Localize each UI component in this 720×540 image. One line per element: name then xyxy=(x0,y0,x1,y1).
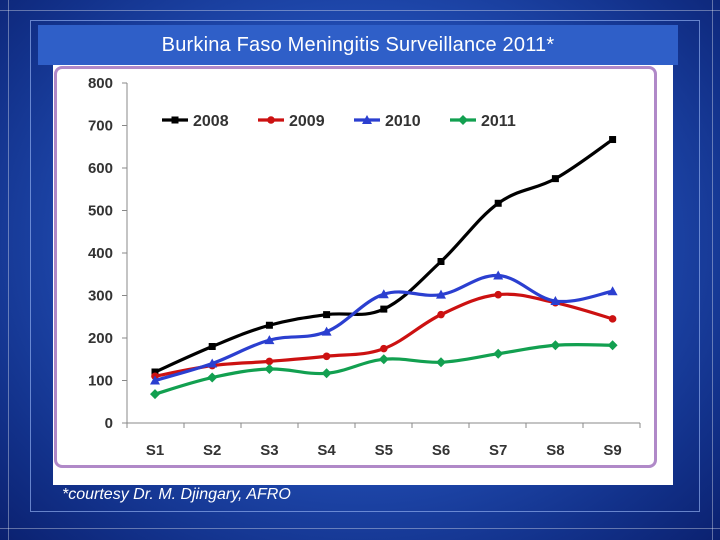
series-2009-point xyxy=(437,310,445,319)
series-2011-point xyxy=(264,364,275,375)
series-2008-point xyxy=(151,368,159,376)
series-2008-point xyxy=(265,321,273,329)
series-2010-point xyxy=(321,326,332,336)
y-tick-label: 300 xyxy=(88,288,113,305)
chart-frame xyxy=(54,66,657,468)
y-tick-label: 100 xyxy=(88,373,113,390)
series-2011-point xyxy=(436,357,446,368)
series-2011-point xyxy=(207,372,218,383)
x-tick-label: S7 xyxy=(489,442,507,459)
series-2010-point xyxy=(550,296,561,306)
series-2011-point xyxy=(150,389,160,400)
series-2011-point xyxy=(378,354,389,365)
decorative-line-bottom xyxy=(0,528,720,529)
x-tick-label: S8 xyxy=(546,442,564,459)
footnote: *courtesy Dr. M. Djingary, AFRO xyxy=(62,486,291,503)
legend-2010-marker xyxy=(362,115,372,124)
decorative-line-top xyxy=(0,10,720,11)
series-2008-line xyxy=(153,137,615,374)
series-2009-point xyxy=(608,315,617,323)
y-tick-label: 500 xyxy=(88,203,113,220)
x-tick-label: S3 xyxy=(260,442,278,459)
series-2008-point xyxy=(551,175,559,183)
series-2010-point xyxy=(607,286,618,296)
x-tick-label: S1 xyxy=(146,442,164,459)
legend-2011-label: 2011 xyxy=(481,113,516,130)
series-2010-point xyxy=(207,358,218,368)
series-2010-point xyxy=(493,270,504,280)
x-tick-label: S9 xyxy=(603,442,621,459)
series-2009-point xyxy=(322,352,331,361)
y-tick-label: 0 xyxy=(105,415,113,432)
decorative-line-right xyxy=(712,0,713,540)
legend-2010-label: 2010 xyxy=(385,113,421,130)
series-2008-point xyxy=(609,136,617,144)
decorative-line-left xyxy=(8,0,9,540)
y-tick-label: 800 xyxy=(88,75,113,92)
series-2008-point xyxy=(380,305,388,313)
series-2009-point xyxy=(494,290,503,299)
legend-2008-marker xyxy=(171,116,179,124)
series-2009-point xyxy=(265,357,274,366)
x-tick-label: S4 xyxy=(317,442,336,459)
series-2008-point xyxy=(437,258,445,265)
series-2009-point xyxy=(380,344,388,353)
series-2011-point xyxy=(493,348,504,359)
y-tick-label: 600 xyxy=(88,160,113,177)
y-tick-label: 700 xyxy=(88,118,113,135)
y-tick-label: 200 xyxy=(88,330,113,347)
series-2008-point xyxy=(208,343,216,350)
series-2010-point xyxy=(150,375,160,385)
title-bar: Burkina Faso Meningitis Surveillance 201… xyxy=(38,25,678,65)
series-2010-point xyxy=(264,335,275,345)
y-tick-label: 400 xyxy=(88,245,113,262)
legend-2008-label: 2008 xyxy=(193,113,229,130)
legend-2011-marker xyxy=(458,115,468,125)
x-tick-label: S6 xyxy=(432,442,450,459)
series-2011-point xyxy=(607,340,618,351)
series-2008-point xyxy=(323,311,331,319)
legend-2009-label: 2009 xyxy=(289,113,325,130)
slide-panel xyxy=(30,20,700,512)
series-2010-point xyxy=(378,289,389,299)
slide-title: Burkina Faso Meningitis Surveillance 201… xyxy=(161,33,555,56)
series-2011-point xyxy=(321,368,332,379)
series-2008-point xyxy=(494,199,502,207)
series-2010-point xyxy=(436,289,446,299)
series-2011-point xyxy=(550,340,561,351)
x-tick-label: S5 xyxy=(375,442,393,459)
x-tick-label: S2 xyxy=(203,442,221,459)
legend-2009-marker xyxy=(267,116,275,124)
